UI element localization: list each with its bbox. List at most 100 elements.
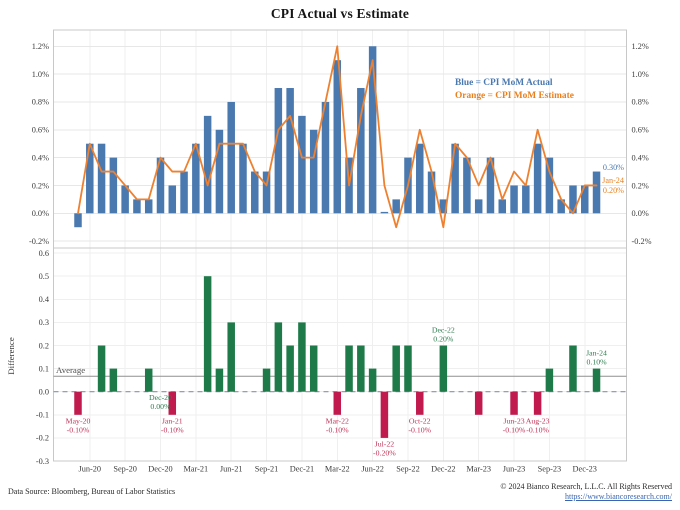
actual-bar — [168, 185, 177, 214]
difference-bar — [215, 368, 224, 392]
difference-bar — [298, 322, 306, 392]
y-axis-label-left: -0.2% — [29, 237, 49, 246]
y-axis-label-left: 0.5 — [39, 272, 49, 281]
annotation-month: Dec-22 — [432, 326, 455, 335]
actual-bar — [109, 157, 118, 214]
difference-bar — [286, 345, 294, 392]
y-axis-label-left: 0.8% — [32, 98, 49, 107]
y-axis-label-left: 0.0 — [39, 388, 49, 397]
x-axis-label: Jun-20 — [78, 465, 101, 474]
y-axis-label-left: 1.0% — [32, 70, 49, 79]
x-axis-label: Sep-20 — [113, 465, 137, 474]
actual-bar — [321, 101, 330, 214]
x-axis-label: Dec-21 — [290, 465, 314, 474]
difference-bar — [392, 345, 400, 392]
estimate-end-value-label: Jan-24 0.20% — [540, 176, 624, 195]
difference-bar — [545, 368, 554, 392]
difference-bar — [592, 368, 601, 392]
actual-bar — [557, 199, 565, 214]
y-axis-label-left: 0.4% — [32, 153, 49, 162]
annotation-value: -0.10% — [67, 425, 90, 434]
actual-bar — [144, 199, 153, 214]
y-axis-label-left: 0.2% — [32, 181, 49, 190]
difference-bar — [569, 345, 577, 392]
actual-bar — [592, 171, 601, 214]
annotation-value: 0.10% — [586, 358, 607, 367]
actual-bar — [156, 157, 165, 214]
actual-bar — [439, 199, 448, 214]
difference-bar — [380, 391, 389, 438]
difference-bar — [404, 345, 412, 392]
actual-bar — [416, 143, 424, 214]
annotation-value: -0.20% — [373, 448, 396, 457]
y-axis-label-right: 1.0% — [632, 70, 649, 79]
actual-bar — [522, 185, 530, 214]
actual-bar — [251, 171, 259, 214]
actual-bar — [74, 213, 82, 228]
difference-bar — [533, 391, 542, 415]
actual-bar — [133, 199, 141, 214]
x-axis-label: Jun-23 — [503, 465, 526, 474]
actual-bar — [192, 143, 200, 214]
actual-bar — [227, 101, 235, 214]
actual-bar — [474, 199, 483, 214]
y-axis-label-right: -0.2% — [632, 237, 652, 246]
actual-bar — [533, 143, 542, 214]
actual-bar — [569, 185, 577, 214]
y-axis-label-left: 0.3 — [39, 318, 49, 327]
difference-bar — [144, 368, 153, 392]
actual-bar — [510, 185, 518, 214]
annotation-value: -0.10% — [503, 425, 526, 434]
actual-bar — [392, 199, 400, 214]
annotation-value: 0.20% — [433, 335, 454, 344]
y-axis-label-right: 0.8% — [632, 98, 649, 107]
actual-bar — [97, 143, 106, 214]
data-source-note: Data Source: Bloomberg, Bureau of Labor … — [8, 487, 176, 496]
annotation-value: -0.10% — [326, 425, 349, 434]
x-axis-label: Jun-21 — [220, 465, 243, 474]
actual-bar — [451, 143, 459, 214]
difference-bar — [227, 322, 235, 392]
difference-bar — [203, 276, 212, 392]
difference-bar — [416, 391, 424, 415]
actual-bar — [274, 88, 283, 214]
y-axis-label-left: 0.6% — [32, 126, 49, 135]
actual-zero-mark — [380, 211, 389, 214]
actual-bar — [309, 129, 318, 214]
y-axis-label-right: 1.2% — [632, 42, 649, 51]
difference-bar — [333, 391, 342, 415]
difference-bar — [474, 391, 483, 415]
annotation-value: -0.10% — [526, 425, 549, 434]
actual-bar — [545, 157, 554, 214]
actual-bar — [427, 171, 436, 214]
x-axis-label: Jun-22 — [361, 465, 384, 474]
copyright-note: © 2024 Bianco Research, L.L.C. All Right… — [500, 482, 672, 502]
y-axis-label-left: 1.2% — [32, 42, 49, 51]
difference-bar — [97, 345, 106, 392]
annotation-value: 0.00% — [150, 402, 171, 411]
x-axis-label: Dec-23 — [573, 465, 597, 474]
copyright-line: © 2024 Bianco Research, L.L.C. All Right… — [500, 482, 672, 491]
x-axis-label: Dec-20 — [148, 465, 172, 474]
y-axis-label-left: -0.2 — [36, 434, 49, 443]
actual-bar — [203, 115, 212, 214]
chart-title: CPI Actual vs Estimate — [270, 6, 410, 21]
difference-bar — [262, 368, 271, 392]
estimate-line — [77, 45, 598, 229]
actual-bar — [215, 129, 224, 214]
difference-bar — [510, 391, 518, 415]
y-axis-label-left: 0.4 — [39, 295, 50, 304]
x-axis-label: Sep-22 — [396, 465, 420, 474]
website-link[interactable]: https://www.biancoresearch.com/ — [564, 492, 672, 501]
legend-estimate-label: Orange = CPI MoM Estimate — [455, 90, 574, 101]
annotation-value: -0.10% — [161, 425, 184, 434]
annotation-month: Jan-21 — [162, 416, 183, 425]
y-axis-label-left: -0.3 — [36, 457, 49, 466]
estimate-end-value: 0.20% — [602, 185, 624, 195]
actual-bar — [368, 46, 377, 214]
actual-bar — [498, 199, 507, 214]
difference-bar — [368, 368, 377, 392]
x-axis-label: Mar-21 — [183, 465, 208, 474]
difference-bar — [74, 391, 82, 415]
actual-end-value-label: 0.30% — [602, 163, 624, 172]
